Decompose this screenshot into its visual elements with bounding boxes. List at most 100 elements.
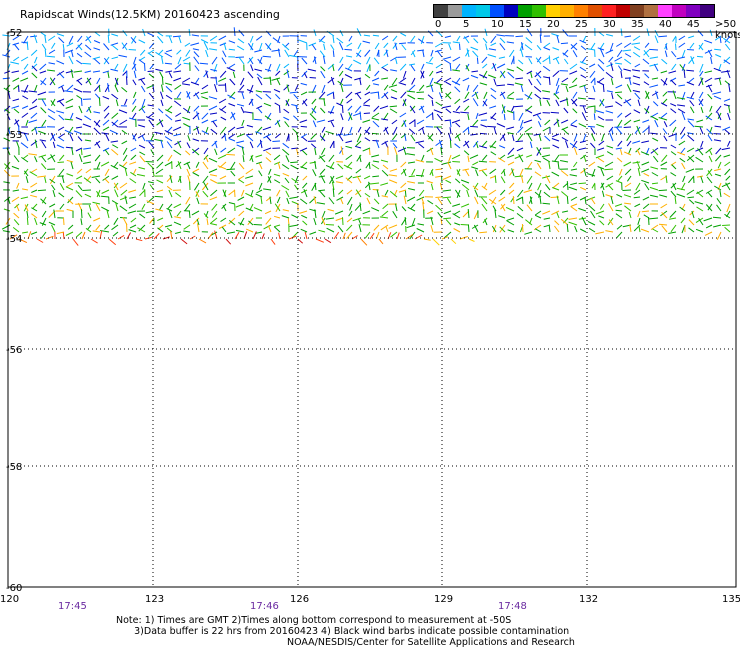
wind-barb: [344, 67, 353, 72]
wind-barb: [190, 42, 200, 46]
wind-barb: [411, 217, 416, 226]
wind-barb: [370, 91, 380, 94]
wind-barb: [582, 105, 587, 114]
wind-barb: [404, 217, 407, 226]
wind-barb: [93, 40, 101, 44]
wind-barb: [548, 225, 551, 233]
wind-barb: [456, 134, 461, 142]
wind-barb: [40, 80, 47, 86]
wind-barb: [435, 140, 443, 147]
wind-barb: [382, 35, 389, 41]
wind-barb: [610, 62, 614, 72]
wind-barb: [155, 208, 164, 212]
wind-barb: [572, 91, 578, 99]
wind-barb: [345, 177, 353, 184]
wind-barb: [236, 140, 245, 144]
wind-barb: [177, 140, 182, 149]
wind-barb: [286, 197, 290, 205]
wind-barb: [716, 204, 722, 212]
wind-barb: [327, 77, 335, 84]
wind-barb: [591, 182, 596, 189]
wind-barb: [44, 34, 47, 44]
wind-barb: [13, 43, 20, 51]
wind-barb: [661, 98, 668, 105]
wind-barb: [475, 169, 479, 177]
wind-barb: [506, 126, 515, 130]
wind-barb: [218, 77, 227, 82]
wind-barb: [561, 191, 569, 198]
wind-barb: [68, 35, 74, 45]
wind-barb: [706, 176, 713, 184]
wind-barb: [162, 236, 170, 240]
wind-barb: [319, 91, 326, 99]
wind-barb: [314, 182, 317, 191]
wind-barb: [319, 168, 326, 175]
wind-barb: [500, 189, 506, 196]
wind-barb: [371, 112, 380, 118]
wind-barb: [628, 211, 632, 219]
wind-barb: [596, 123, 605, 128]
wind-barb: [238, 29, 245, 37]
wind-barb: [109, 129, 119, 135]
wind-barb: [435, 168, 443, 171]
wind-barb: [552, 187, 560, 191]
wind-barb: [65, 105, 74, 109]
wind-barb: [655, 90, 659, 100]
wind-barb: [254, 68, 263, 72]
wind-barb: [145, 210, 155, 214]
wind-barb: [482, 63, 488, 69]
wind-barb: [320, 70, 326, 79]
wind-barb: [400, 168, 407, 175]
wind-barb: [454, 210, 461, 215]
wind-barb: [487, 125, 497, 128]
wind-barb: [245, 175, 254, 179]
wind-barb: [676, 97, 686, 100]
wind-barb: [34, 84, 38, 92]
wind-barb: [714, 185, 722, 191]
wind-barb: [338, 42, 344, 51]
wind-barb: [250, 64, 254, 72]
wind-barb: [58, 114, 65, 121]
wind-barb: [131, 63, 137, 70]
wind-barb: [78, 105, 83, 114]
wind-barb: [442, 175, 452, 180]
wind-barb: [49, 203, 56, 208]
wind-barb: [381, 210, 389, 217]
wind-barb: [672, 183, 677, 191]
wind-barb: [392, 35, 398, 42]
wind-barb: [670, 103, 677, 107]
wind-barb: [12, 42, 20, 46]
wind-barb: [9, 234, 18, 240]
wind-barb: [229, 161, 236, 170]
wind-barb: [382, 203, 389, 210]
wind-barb: [571, 98, 578, 105]
wind-barb: [507, 229, 515, 233]
wind-barb: [359, 78, 362, 86]
wind-barb: [107, 35, 110, 44]
wind-barb: [534, 214, 542, 219]
wind-barb: [556, 118, 560, 128]
wind-barb: [326, 227, 335, 233]
wind-barb: [598, 215, 605, 219]
wind-barb: [705, 115, 713, 121]
wind-barb: [380, 224, 389, 231]
wind-barb: [454, 178, 461, 184]
wind-barb: [122, 147, 128, 155]
wind-barb: [652, 101, 659, 107]
wind-barb: [37, 91, 47, 96]
wind-barb: [700, 77, 704, 86]
wind-barb: [403, 99, 407, 107]
wind-barb: [524, 231, 533, 235]
wind-barb: [44, 49, 47, 58]
wind-barb: [431, 169, 434, 177]
wind-barb: [592, 85, 596, 93]
wind-barb: [381, 118, 389, 121]
wind-barb: [599, 220, 605, 226]
wind-barb: [194, 77, 200, 84]
wind-barb: [326, 91, 335, 96]
wind-barb: [406, 90, 416, 93]
wind-barb: [165, 82, 173, 86]
wind-barb: [423, 238, 431, 241]
wind-barb: [201, 84, 209, 90]
wind-barb: [487, 54, 497, 58]
